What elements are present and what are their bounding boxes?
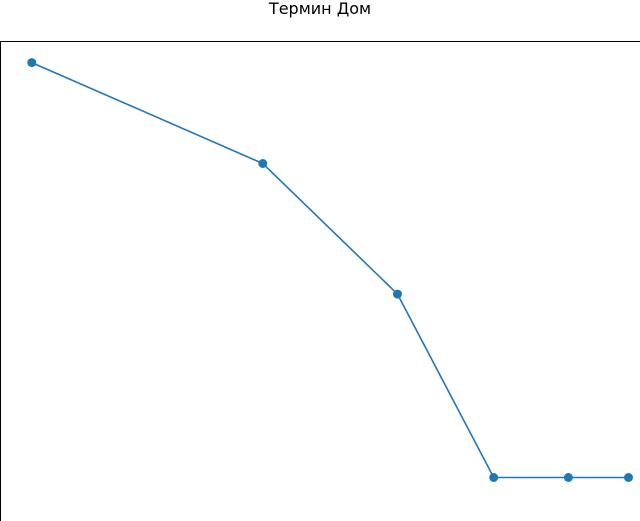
chart-title: Термин Дом	[268, 0, 372, 18]
data-point	[258, 159, 268, 168]
data-point	[393, 289, 402, 299]
data-point	[489, 473, 499, 482]
data-point	[27, 58, 37, 68]
plot-frame	[0, 41, 640, 521]
series-line	[31, 61, 629, 479]
data-point	[624, 473, 633, 482]
series-layer	[27, 58, 633, 482]
data-point	[563, 473, 573, 482]
